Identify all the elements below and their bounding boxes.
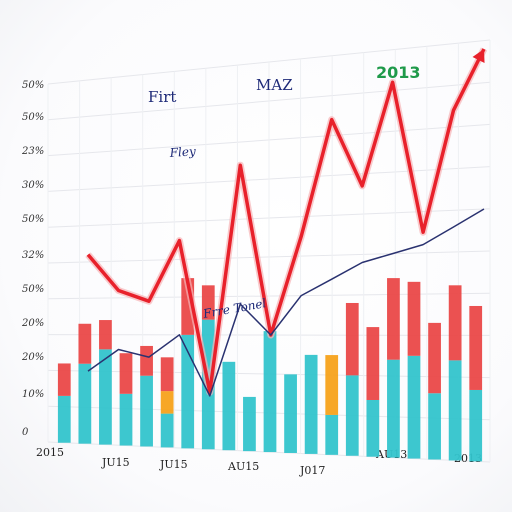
annotation-fley: Fley xyxy=(168,144,196,160)
bar-teal xyxy=(387,359,400,458)
trend-lines xyxy=(85,47,488,397)
y-tick-label: 32% xyxy=(22,250,44,261)
y-tick-label: 50% xyxy=(22,80,44,91)
y-tick-label: 23% xyxy=(21,146,44,157)
bar-red xyxy=(201,285,215,320)
bar-teal xyxy=(140,375,153,447)
y-tick-label: 20% xyxy=(21,318,44,329)
bar-red xyxy=(345,302,359,376)
bar-teal xyxy=(160,413,174,448)
bar-teal xyxy=(325,414,339,455)
bar-red xyxy=(428,322,441,394)
bar-red xyxy=(57,363,71,396)
x-tick-label: JU15 xyxy=(101,456,130,469)
bar-teal xyxy=(366,399,380,457)
bar-red xyxy=(119,353,133,394)
bar-red xyxy=(160,357,174,392)
trend-arrowhead xyxy=(472,49,485,64)
bar-teal xyxy=(243,396,256,452)
y-tick-label: 50% xyxy=(22,112,44,123)
bar-teal xyxy=(448,360,462,461)
y-tick-labels: 50% 50% 23% 30% 50% 32% 50% 20% 20% 10% 0 xyxy=(21,80,44,438)
header-label-2: MAZ xyxy=(256,76,293,94)
grid xyxy=(47,39,491,463)
bar-red xyxy=(99,320,112,350)
bar-teal xyxy=(78,363,92,444)
y-tick-label: 0 xyxy=(22,427,29,438)
y-tick-label: 10% xyxy=(22,389,44,400)
x-tick-label: J017 xyxy=(299,464,325,477)
bar-teal xyxy=(181,334,195,449)
bar-teal xyxy=(345,375,359,456)
bar-teal xyxy=(428,393,441,460)
header-year: 2013 xyxy=(376,63,421,82)
bar-orange xyxy=(160,391,174,414)
bar-red xyxy=(140,345,153,376)
bar-red xyxy=(469,305,483,390)
bar-teal xyxy=(263,331,277,453)
trend-line-trend_navy xyxy=(87,208,485,397)
y-tick-label: 50% xyxy=(22,284,44,295)
x-tick-label: JU15 xyxy=(159,458,188,471)
header-label-1: Firt xyxy=(148,88,176,106)
bar-red xyxy=(78,323,92,364)
bar-teal xyxy=(119,393,133,446)
bar-teal xyxy=(469,389,483,462)
bar-teal xyxy=(99,349,112,445)
bar-red xyxy=(407,281,421,356)
bar-red xyxy=(387,278,400,360)
bar-teal xyxy=(304,354,318,454)
bar-teal xyxy=(407,355,421,459)
bar-teal xyxy=(222,361,236,451)
x-tick-label: AU15 xyxy=(227,460,259,473)
y-tick-label: 50% xyxy=(22,214,44,225)
bar-red xyxy=(448,285,462,361)
y-tick-label: 20% xyxy=(21,352,44,363)
trend-line-trend_red xyxy=(86,48,486,394)
bar-red xyxy=(366,327,380,400)
x-tick-label: 2015 xyxy=(36,446,64,459)
bar-orange xyxy=(325,355,339,415)
y-tick-label: 30% xyxy=(22,180,44,191)
bars xyxy=(57,278,483,462)
bar-teal xyxy=(57,395,71,443)
bar-teal xyxy=(284,374,297,453)
